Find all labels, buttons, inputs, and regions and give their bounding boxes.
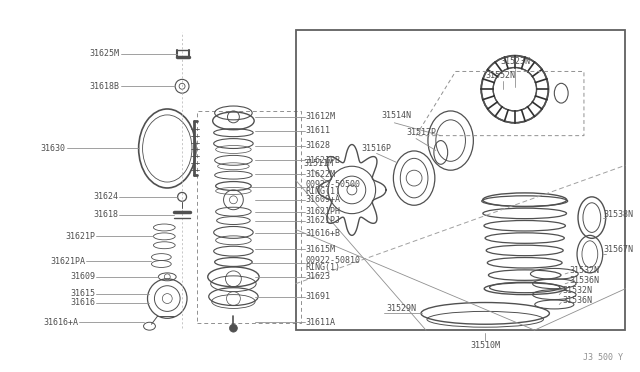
Text: 31622M: 31622M <box>305 170 335 179</box>
Text: 31616+B: 31616+B <box>305 229 340 238</box>
Text: 31628: 31628 <box>305 141 330 150</box>
Text: 31609+A: 31609+A <box>305 195 340 204</box>
Bar <box>296 30 625 330</box>
Text: 31532N: 31532N <box>562 286 592 295</box>
Text: 31511M: 31511M <box>303 159 333 168</box>
Text: 31523N: 31523N <box>500 57 530 66</box>
Text: 31691: 31691 <box>305 292 330 301</box>
Text: 31536N: 31536N <box>562 296 592 305</box>
Text: 31611: 31611 <box>305 126 330 135</box>
Text: 31621P: 31621P <box>65 232 95 241</box>
Text: 00922-50500: 00922-50500 <box>305 180 360 189</box>
Text: RING(1): RING(1) <box>305 263 340 272</box>
Text: 31612M: 31612M <box>305 112 335 121</box>
Text: 31510M: 31510M <box>470 341 500 350</box>
Text: 31538N: 31538N <box>604 210 634 219</box>
Text: 31532N: 31532N <box>569 266 599 275</box>
Text: 31517P: 31517P <box>406 128 436 137</box>
Text: 31625M: 31625M <box>90 49 120 58</box>
Text: 00922-50810: 00922-50810 <box>305 256 360 264</box>
Text: 31615M: 31615M <box>305 245 335 254</box>
Text: 31514N: 31514N <box>381 111 412 121</box>
Text: 31621PA: 31621PA <box>51 257 85 266</box>
Text: 31516P: 31516P <box>362 144 392 153</box>
Text: 31624: 31624 <box>93 192 118 201</box>
Text: 31615: 31615 <box>70 289 95 298</box>
Text: 31618B: 31618B <box>90 82 120 91</box>
Text: 31609: 31609 <box>70 272 95 281</box>
Bar <box>197 111 301 323</box>
Text: 31616+A: 31616+A <box>44 318 79 327</box>
Text: 31621PH: 31621PH <box>305 207 340 216</box>
Text: 31552N: 31552N <box>485 71 515 80</box>
Text: 31621PJ: 31621PJ <box>305 216 340 225</box>
Text: 31621PB: 31621PB <box>305 156 340 165</box>
Text: 31611A: 31611A <box>305 318 335 327</box>
Text: 31567N: 31567N <box>604 245 634 254</box>
Text: 31623: 31623 <box>305 272 330 281</box>
Text: 31529N: 31529N <box>387 304 417 313</box>
Circle shape <box>230 324 237 332</box>
Text: 31618: 31618 <box>93 210 118 219</box>
Text: 31616: 31616 <box>70 298 95 307</box>
Text: 31536N: 31536N <box>569 276 599 285</box>
Text: J3 500 Y: J3 500 Y <box>584 353 623 362</box>
Text: 31630: 31630 <box>40 144 65 153</box>
Text: RING(1): RING(1) <box>305 187 340 196</box>
